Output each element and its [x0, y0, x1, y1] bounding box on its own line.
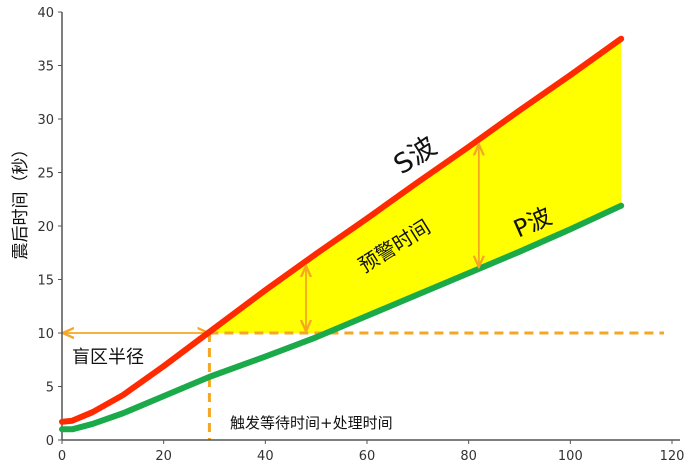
y-tick-label: 10: [37, 327, 54, 342]
y-tick-label: 20: [37, 220, 54, 235]
x-tick-label: 80: [460, 449, 477, 464]
y-axis-label: 震后时间（秒）: [11, 141, 31, 260]
trigger-processing-label: 触发等待时间+处理时间: [230, 414, 393, 432]
y-tick-label: 40: [37, 6, 54, 21]
p-wave-line: [59, 202, 625, 433]
y-tick-label: 25: [37, 167, 54, 182]
x-tick-label: 0: [58, 449, 66, 464]
y-tick-label: 0: [46, 434, 54, 449]
x-tick-label: 60: [359, 449, 376, 464]
x-tick-label: 100: [558, 449, 583, 464]
x-tick-label: 40: [257, 449, 274, 464]
y-tick-label: 5: [46, 381, 54, 396]
x-tick-label: 20: [155, 449, 172, 464]
y-tick-label: 15: [37, 274, 54, 289]
x-tick-label: 120: [660, 449, 685, 464]
blind-zone-label: 盲区半径: [72, 347, 144, 368]
y-tick-label: 35: [37, 60, 54, 75]
s-wave-line: [59, 35, 625, 425]
y-tick-label: 30: [37, 113, 54, 128]
